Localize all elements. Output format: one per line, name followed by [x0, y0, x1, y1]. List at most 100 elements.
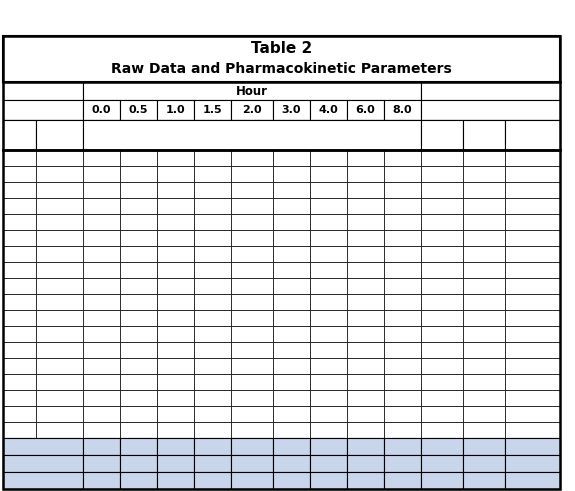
Bar [3, 120, 36, 150]
Text: 0.06: 0.06 [201, 169, 224, 179]
Bar [273, 358, 310, 374]
Text: 4.00: 4.00 [431, 153, 454, 163]
Text: 0.279: 0.279 [236, 459, 269, 468]
Text: Tmax: Tmax [424, 129, 460, 141]
Bar [347, 406, 384, 422]
Bar [421, 166, 463, 182]
Bar [463, 182, 505, 198]
Text: 0.22: 0.22 [391, 281, 414, 291]
Text: 0.18: 0.18 [391, 185, 414, 195]
Bar [421, 246, 463, 262]
Bar [3, 278, 36, 294]
Text: 0.31: 0.31 [354, 297, 377, 307]
Text: 6.00: 6.00 [431, 393, 454, 403]
Text: c: c [17, 153, 22, 163]
Bar [231, 326, 273, 342]
Bar [3, 310, 560, 326]
Text: 0.10: 0.10 [201, 345, 224, 355]
Text: Cmax: Cmax [466, 129, 502, 141]
Bar [231, 278, 273, 294]
Text: 1.80: 1.80 [521, 329, 544, 339]
Bar [36, 294, 83, 310]
Bar [3, 150, 560, 166]
Bar [310, 438, 347, 455]
Text: 0.08: 0.08 [164, 345, 187, 355]
Bar [83, 120, 421, 150]
Text: 0.572: 0.572 [386, 459, 419, 468]
Text: 0.06: 0.06 [240, 201, 263, 211]
Bar [194, 472, 231, 489]
Bar [505, 166, 560, 182]
Bar [194, 342, 231, 358]
Text: 7.87: 7.87 [521, 217, 544, 227]
Text: 0.08: 0.08 [164, 297, 187, 307]
Text: 1.12: 1.12 [354, 313, 377, 323]
Text: 0.09: 0.09 [317, 329, 340, 339]
Text: 1.43: 1.43 [354, 345, 377, 355]
Bar [347, 214, 384, 230]
Bar [3, 390, 36, 406]
Bar [120, 214, 157, 230]
Bar [83, 438, 120, 455]
Text: 0.00: 0.00 [90, 201, 113, 211]
Bar [83, 150, 120, 166]
Bar [3, 100, 83, 120]
Text: 0.07: 0.07 [201, 425, 224, 435]
Bar [421, 310, 463, 326]
Bar [83, 198, 120, 214]
Bar [157, 294, 194, 310]
Text: 0.004: 0.004 [159, 475, 192, 486]
Text: 0.09: 0.09 [127, 377, 150, 387]
Bar [463, 358, 505, 374]
Text: 7.13: 7.13 [521, 313, 544, 323]
Bar [310, 472, 347, 489]
Bar [120, 262, 157, 278]
Text: 0.00: 0.00 [90, 409, 113, 419]
Text: 4.00: 4.00 [431, 409, 454, 419]
Bar [421, 326, 463, 342]
Text: 18: 18 [205, 441, 220, 452]
Bar [3, 198, 36, 214]
Text: 2.25: 2.25 [240, 217, 263, 227]
Bar [36, 198, 83, 214]
Bar [421, 374, 463, 390]
Bar [36, 310, 83, 326]
Bar [194, 262, 231, 278]
Bar [3, 358, 36, 374]
Text: 2.0: 2.0 [242, 105, 262, 115]
Bar [3, 278, 560, 294]
Bar [120, 182, 157, 198]
Text: 2.00: 2.00 [431, 217, 454, 227]
Bar [505, 310, 560, 326]
Bar [3, 262, 560, 278]
Text: Subject: Subject [34, 129, 85, 141]
Text: Form: Form [3, 129, 36, 141]
Bar [273, 390, 310, 406]
Text: 1.36: 1.36 [280, 297, 303, 307]
Text: 0.000: 0.000 [85, 475, 118, 486]
Text: 0.06: 0.06 [164, 153, 187, 163]
Bar [36, 120, 83, 150]
Bar [421, 230, 463, 246]
Bar [3, 120, 560, 150]
Bar [194, 438, 231, 455]
Bar [505, 455, 560, 472]
Text: 0.39: 0.39 [391, 345, 414, 355]
Bar [83, 182, 120, 198]
Text: 18: 18 [131, 441, 145, 452]
Bar [120, 198, 157, 214]
Text: 0.07: 0.07 [127, 217, 150, 227]
Text: 0.07: 0.07 [240, 425, 263, 435]
Text: 1.04: 1.04 [473, 361, 496, 371]
Bar [120, 472, 157, 489]
Bar [310, 214, 347, 230]
Bar [421, 150, 463, 166]
Bar [157, 166, 194, 182]
Text: 0.52: 0.52 [391, 313, 414, 323]
Bar [36, 246, 83, 262]
Bar [120, 438, 157, 455]
Bar [3, 406, 36, 422]
Bar [231, 342, 273, 358]
Bar [194, 294, 231, 310]
Bar [310, 150, 347, 166]
